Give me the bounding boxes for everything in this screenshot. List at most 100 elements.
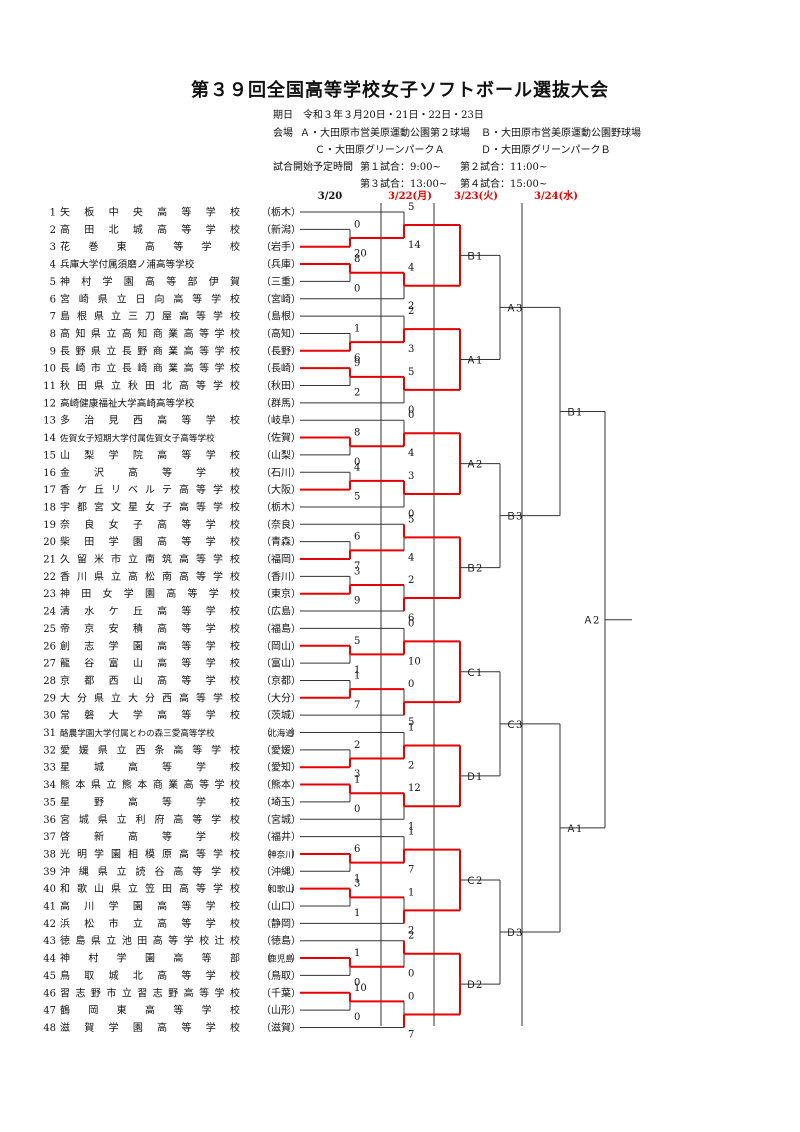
- r1-score: 1: [354, 670, 360, 681]
- pref-open: （: [261, 848, 271, 860]
- team-prefecture: 奈良: [271, 518, 291, 531]
- team-number: 5: [50, 277, 56, 288]
- pref-close: ）: [291, 397, 301, 409]
- team-prefecture: 鳥取: [271, 969, 291, 982]
- pref-close: ）: [291, 970, 301, 982]
- team-number: 34: [43, 780, 56, 791]
- pref-open: （: [261, 692, 271, 704]
- r1-score: 2: [354, 388, 360, 399]
- pref-open: （: [261, 814, 271, 826]
- r1-score: 4: [354, 462, 360, 473]
- team-name: 山梨学院高等学校: [60, 448, 240, 461]
- pref-close: ）: [291, 588, 301, 600]
- team-number: 42: [43, 919, 56, 930]
- pref-close: ）: [291, 883, 301, 895]
- r1-score: 9: [354, 358, 360, 369]
- column-header-3: 3/24(水): [534, 189, 578, 202]
- pref-open: （: [261, 207, 271, 219]
- venue-d: Ｄ・大田原グリーンパークＢ: [481, 145, 611, 156]
- r1-score: 8: [354, 428, 360, 439]
- pref-close: ）: [291, 606, 301, 618]
- team-prefecture: 和歌山: [268, 884, 294, 895]
- pref-open: （: [261, 519, 271, 531]
- team-name: 宮崎県立日向高等学校: [60, 292, 240, 305]
- team-name: 長崎市立長崎商業高等学校: [60, 362, 240, 375]
- r3-venue: Ｃ2: [466, 876, 482, 887]
- team-prefecture: 岡山: [271, 640, 291, 652]
- r2-score: 0: [408, 509, 414, 520]
- r2-score: 6: [408, 613, 414, 624]
- pref-open: （: [261, 363, 271, 375]
- team-number: 26: [43, 641, 56, 652]
- team-number: 29: [43, 693, 56, 704]
- semi-venue: Ａ1: [566, 824, 582, 835]
- team-prefecture: 長野: [271, 345, 291, 357]
- team-number: 38: [43, 849, 56, 860]
- pref-open: （: [261, 744, 271, 756]
- pref-close: ）: [291, 432, 301, 444]
- r3-venue: Ｃ1: [466, 668, 482, 679]
- pref-close: ）: [291, 207, 301, 219]
- pref-close: ）: [291, 710, 301, 722]
- team-prefecture: 徳島: [271, 934, 291, 947]
- team-prefecture: 島根: [271, 310, 291, 323]
- team-number: 17: [43, 485, 56, 496]
- team-name: 愛媛県立西条高等学校: [60, 743, 240, 756]
- team-name: 和歌山県立笠田高等学校: [60, 882, 240, 895]
- pref-close: ）: [291, 415, 301, 427]
- pref-open: （: [261, 467, 271, 479]
- pref-close: ）: [291, 328, 301, 340]
- team-name: 鳥取城北高等学校: [60, 969, 240, 982]
- team-name: 多治見西高等学校: [60, 414, 240, 427]
- pref-close: ）: [291, 449, 301, 461]
- team-name: 島根県立三刀屋高等学校: [60, 310, 240, 323]
- team-name: 常磐大学高等学校: [60, 709, 240, 722]
- team-name: 花巻東高等学校: [60, 240, 240, 253]
- team-name: 光明学園相模原高等学校: [60, 847, 240, 860]
- team-prefecture: 千葉: [271, 986, 291, 999]
- pref-close: ）: [291, 953, 301, 965]
- pref-close: ）: [291, 901, 301, 913]
- r1-score: 6: [354, 844, 360, 855]
- r2-score: 14: [408, 240, 421, 251]
- r2-score: 0: [408, 991, 414, 1002]
- team-prefecture: 青森: [271, 535, 291, 548]
- team-number: 30: [43, 711, 56, 722]
- pref-open: （: [261, 484, 271, 496]
- pref-close: ）: [291, 744, 301, 756]
- pref-close: ）: [291, 987, 301, 999]
- pref-close: ）: [291, 814, 301, 826]
- team-prefecture: 新潟: [271, 223, 291, 236]
- team-name: 佐賀女子短期大学付属佐賀女子高等学校: [60, 432, 215, 444]
- r1-score: 3: [354, 566, 360, 577]
- team-name: 清水ケ丘高等学校: [60, 605, 240, 618]
- team-name: 宮城県立利府高等学校: [60, 813, 240, 826]
- team-name: 兵庫大学付属須磨ノ浦高等学校: [60, 259, 195, 271]
- pref-open: （: [261, 658, 271, 670]
- r2-score: 7: [408, 865, 414, 876]
- pref-open: （: [261, 883, 271, 895]
- pref-open: （: [261, 970, 271, 982]
- team-name: 酪農学園大学付属とわの森三愛高等学校: [60, 727, 215, 739]
- pref-open: （: [261, 831, 271, 843]
- r3-venue: Ａ2: [466, 460, 482, 471]
- pref-close: ）: [291, 380, 301, 392]
- pref-open: （: [261, 1022, 271, 1034]
- team-name: 香川県立高松南高等学校: [60, 570, 240, 583]
- team-prefecture: 熊本: [271, 778, 291, 791]
- team-prefecture: 福島: [271, 622, 291, 635]
- r1-score: 7: [354, 700, 360, 711]
- pref-open: （: [261, 501, 271, 513]
- r1-score: 3: [354, 769, 360, 780]
- event-dates: 期日 令和３年３月20日・21日・22日・23日: [273, 110, 484, 121]
- pref-open: （: [261, 259, 271, 271]
- team-number: 36: [43, 815, 56, 826]
- pref-open: （: [261, 311, 271, 323]
- team-number: 22: [43, 572, 56, 583]
- team-name: 滋賀学園高等学校: [60, 1021, 240, 1034]
- team-number: 10: [43, 364, 56, 375]
- r2-score: 1: [408, 723, 414, 734]
- team-number: 2: [50, 225, 56, 236]
- r1-score: 5: [354, 636, 360, 647]
- team-name: 柴田学園高等学校: [60, 535, 240, 548]
